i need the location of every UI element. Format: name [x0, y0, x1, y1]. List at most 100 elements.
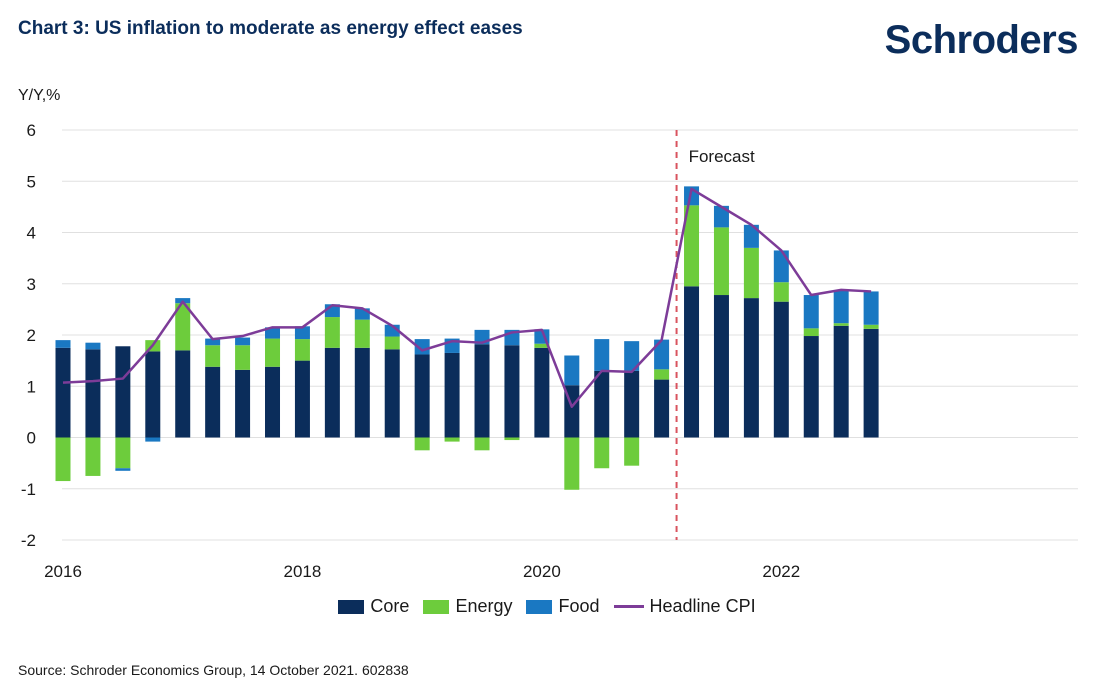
food-bar — [85, 342, 101, 350]
source-note: Source: Schroder Economics Group, 14 Oct… — [18, 662, 409, 678]
core-bar — [354, 347, 370, 438]
core-bar — [654, 379, 670, 438]
energy-bar — [175, 303, 191, 351]
core-bar — [713, 295, 729, 438]
core-bar — [534, 347, 550, 438]
y-tick-label: -2 — [21, 531, 36, 550]
food-bar — [564, 355, 580, 386]
legend-energy-label: Energy — [455, 596, 513, 616]
food-bar — [265, 327, 281, 339]
energy-bar — [414, 437, 430, 451]
energy-bar — [324, 317, 340, 348]
energy-bar — [294, 339, 310, 361]
energy-bar — [743, 247, 759, 299]
core-bar — [145, 351, 161, 438]
legend-food-label: Food — [558, 596, 600, 616]
core-bar — [743, 298, 759, 438]
y-tick-label: 5 — [27, 172, 36, 191]
energy-bar — [803, 328, 819, 337]
energy-bar — [265, 338, 281, 367]
core-bar — [235, 369, 251, 438]
core-bar — [324, 347, 340, 438]
energy-bar — [504, 437, 520, 441]
core-bar — [684, 286, 700, 438]
energy-bar — [85, 437, 101, 476]
y-tick-label: 1 — [27, 377, 36, 396]
food-bar — [863, 291, 879, 325]
y-tick-label: 2 — [27, 326, 36, 345]
legend-food: Food — [526, 596, 600, 617]
core-bar — [55, 347, 71, 438]
headline-cpi-line — [62, 187, 872, 408]
legend-core: Core — [338, 596, 409, 617]
y-tick-label: -1 — [21, 480, 36, 499]
x-tick-label: 2016 — [44, 562, 82, 581]
food-bar — [354, 308, 370, 320]
food-bar — [713, 205, 729, 228]
core-bar — [474, 344, 490, 438]
schroders-logo: Schroders — [884, 18, 1079, 62]
core-bar — [594, 370, 610, 438]
food-bar — [654, 339, 670, 370]
y-tick-label: 0 — [27, 429, 36, 448]
forecast-label: Forecast — [689, 147, 755, 166]
food-bar — [294, 326, 310, 340]
food-bar — [833, 290, 849, 324]
core-bar — [384, 349, 400, 438]
y-tick-label: 6 — [27, 121, 36, 140]
legend-headline: Headline CPI — [613, 596, 756, 617]
core-bar — [294, 360, 310, 438]
energy-bar — [624, 437, 640, 466]
core-bar — [414, 354, 430, 438]
x-tick-label: 2020 — [523, 562, 561, 581]
energy-bar — [235, 345, 251, 370]
legend-energy: Energy — [423, 596, 512, 617]
legend-energy-swatch — [423, 599, 450, 614]
food-bar — [384, 324, 400, 337]
core-bar — [624, 370, 640, 438]
core-bar — [773, 301, 789, 438]
chart-legend: Core Energy Food Headline CPI — [0, 596, 1094, 617]
core-bar — [265, 366, 281, 438]
y-tick-label: 3 — [27, 275, 36, 294]
core-bar — [803, 336, 819, 438]
legend-headline-label: Headline CPI — [649, 596, 756, 616]
energy-bar — [384, 336, 400, 350]
legend-headline-swatch — [613, 605, 644, 608]
energy-bar — [444, 437, 460, 442]
food-bar — [743, 224, 759, 248]
core-bar — [115, 346, 131, 438]
y-tick-label: 4 — [27, 224, 36, 243]
energy-bar — [474, 437, 490, 451]
energy-bar — [205, 345, 221, 367]
food-bar — [55, 340, 71, 348]
core-bar — [444, 352, 460, 438]
energy-bar — [534, 343, 550, 348]
core-bar — [833, 325, 849, 438]
energy-bar — [833, 323, 849, 326]
x-tick-label: 2018 — [284, 562, 322, 581]
food-bar — [773, 250, 789, 283]
legend-food-swatch — [526, 599, 553, 614]
food-bar — [205, 338, 221, 346]
energy-bar — [564, 437, 580, 490]
core-bar — [205, 366, 221, 438]
food-bar — [624, 341, 640, 371]
chart-title: Chart 3: US inflation to moderate as ene… — [18, 18, 523, 39]
food-bar — [235, 337, 251, 346]
core-bar — [863, 328, 879, 438]
energy-bar — [773, 282, 789, 302]
energy-bar — [594, 437, 610, 469]
energy-bar — [713, 227, 729, 296]
energy-bar — [354, 319, 370, 348]
energy-bar — [863, 324, 879, 329]
energy-bar — [654, 369, 670, 380]
core-bar — [504, 345, 520, 438]
energy-bar — [55, 437, 71, 482]
y-axis-label: Y/Y,% — [18, 87, 61, 104]
food-bar — [145, 437, 161, 442]
x-tick-label: 2022 — [762, 562, 800, 581]
core-bar — [175, 350, 191, 438]
energy-bar — [684, 205, 700, 287]
